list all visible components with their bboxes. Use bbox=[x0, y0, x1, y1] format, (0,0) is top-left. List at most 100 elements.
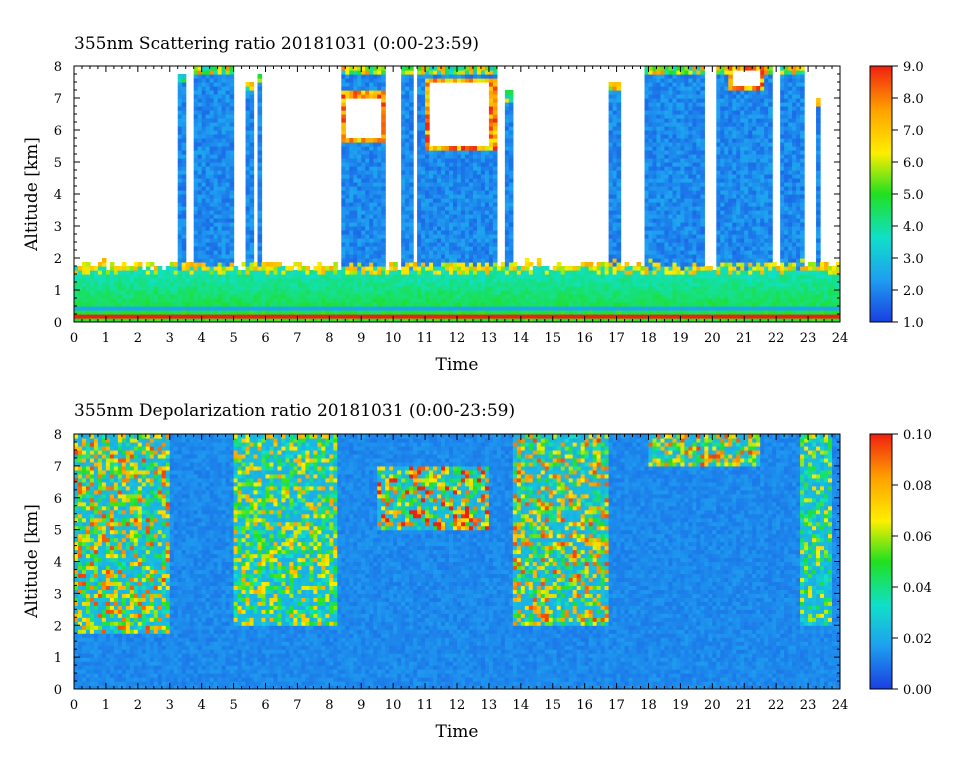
heatmap-cell bbox=[205, 70, 211, 75]
heatmap-cell bbox=[193, 286, 199, 291]
heatmap-cell bbox=[620, 318, 626, 322]
heatmap-cell bbox=[564, 270, 570, 275]
heatmap-cell bbox=[437, 210, 442, 215]
heatmap-cell bbox=[377, 222, 382, 227]
heatmap-cell bbox=[476, 178, 482, 183]
heatmap-cell bbox=[429, 66, 434, 71]
heatmap-cell bbox=[213, 98, 219, 103]
heatmap-cell bbox=[341, 242, 346, 247]
heatmap-cell bbox=[640, 278, 646, 283]
heatmap-cell bbox=[193, 70, 199, 75]
heatmap-cell bbox=[437, 246, 442, 251]
heatmap-cell bbox=[504, 286, 510, 291]
heatmap-cell bbox=[664, 186, 670, 191]
heatmap-cell bbox=[281, 278, 287, 283]
heatmap-cell bbox=[181, 286, 187, 291]
heatmap-cell bbox=[349, 262, 354, 267]
heatmap-cell bbox=[449, 266, 454, 271]
heatmap-cell bbox=[197, 250, 203, 255]
heatmap-cell bbox=[628, 278, 634, 283]
heatmap-cell bbox=[508, 278, 514, 283]
heatmap-cell bbox=[205, 190, 211, 195]
heatmap-cell bbox=[608, 114, 614, 119]
heatmap-cell bbox=[488, 126, 494, 131]
heatmap-cell bbox=[588, 286, 594, 291]
heatmap-cell bbox=[281, 306, 287, 311]
heatmap-cell bbox=[181, 118, 187, 123]
heatmap-cell bbox=[301, 274, 306, 279]
heatmap-cell bbox=[484, 166, 490, 171]
heatmap-cell bbox=[660, 114, 666, 119]
heatmap-cell bbox=[241, 310, 247, 315]
heatmap-cell bbox=[349, 266, 354, 271]
heatmap-cell bbox=[668, 162, 674, 167]
heatmap-cell bbox=[329, 286, 334, 291]
heatmap-cell bbox=[341, 254, 346, 259]
heatmap-cell bbox=[405, 166, 410, 171]
heatmap-cell bbox=[488, 270, 494, 275]
heatmap-cell bbox=[261, 266, 267, 271]
heatmap-cell bbox=[409, 82, 414, 87]
heatmap-cell bbox=[329, 282, 334, 287]
heatmap-cell bbox=[181, 82, 187, 87]
heatmap-cell bbox=[528, 298, 534, 303]
heatmap-cell bbox=[417, 106, 422, 111]
heatmap-cell bbox=[229, 98, 235, 103]
heatmap-cell bbox=[201, 290, 207, 295]
heatmap-cell bbox=[393, 318, 398, 322]
heatmap-cell bbox=[229, 306, 235, 311]
heatmap-cell bbox=[648, 102, 654, 107]
heatmap-cell bbox=[181, 258, 187, 263]
heatmap-cell bbox=[249, 302, 255, 307]
heatmap-cell bbox=[209, 66, 215, 71]
heatmap-cell bbox=[365, 318, 370, 322]
heatmap-cell bbox=[345, 314, 350, 319]
heatmap-cell bbox=[289, 278, 295, 283]
heatmap-cell bbox=[265, 274, 271, 279]
heatmap-cell bbox=[648, 270, 654, 275]
heatmap-cell bbox=[460, 70, 466, 75]
heatmap-cell bbox=[425, 118, 430, 123]
heatmap-cell bbox=[341, 206, 346, 211]
heatmap-cell bbox=[217, 114, 223, 119]
heatmap-cell bbox=[169, 298, 175, 303]
heatmap-cell bbox=[508, 222, 514, 227]
heatmap-cell bbox=[421, 178, 426, 183]
heatmap-cell bbox=[612, 102, 618, 107]
heatmap-cell bbox=[417, 186, 422, 191]
heatmap-cell bbox=[177, 290, 183, 295]
heatmap-cell bbox=[548, 310, 554, 315]
heatmap-cell bbox=[488, 210, 494, 215]
heatmap-cell bbox=[680, 170, 686, 175]
heatmap-cell bbox=[648, 190, 654, 195]
heatmap-cell bbox=[353, 202, 358, 207]
heatmap-cell bbox=[433, 78, 438, 83]
heatmap-cell bbox=[588, 318, 594, 322]
heatmap-cell bbox=[608, 174, 614, 179]
heatmap-cell bbox=[249, 186, 255, 191]
heatmap-cell bbox=[149, 302, 155, 307]
heatmap-cell bbox=[265, 262, 271, 267]
heatmap-cell bbox=[532, 282, 538, 287]
heatmap-cell bbox=[193, 186, 199, 191]
heatmap-cell bbox=[664, 118, 670, 123]
heatmap-cell bbox=[676, 114, 682, 119]
heatmap-cell bbox=[405, 174, 410, 179]
heatmap-cell bbox=[229, 158, 235, 163]
heatmap-cell bbox=[209, 242, 215, 247]
heatmap-cell bbox=[580, 266, 586, 271]
heatmap-cell bbox=[125, 298, 131, 303]
heatmap-cell bbox=[165, 274, 171, 279]
heatmap-cell bbox=[425, 194, 430, 199]
heatmap-cell bbox=[668, 74, 674, 79]
heatmap-cell bbox=[341, 214, 346, 219]
heatmap-cell bbox=[648, 106, 654, 111]
heatmap-cell bbox=[293, 278, 299, 283]
heatmap-cell bbox=[453, 314, 458, 319]
heatmap-cell bbox=[365, 274, 370, 279]
heatmap-cell bbox=[421, 146, 426, 151]
heatmap-cell bbox=[433, 70, 438, 75]
heatmap-cell bbox=[245, 238, 251, 243]
heatmap-cell bbox=[217, 202, 223, 207]
heatmap-cell bbox=[616, 106, 622, 111]
